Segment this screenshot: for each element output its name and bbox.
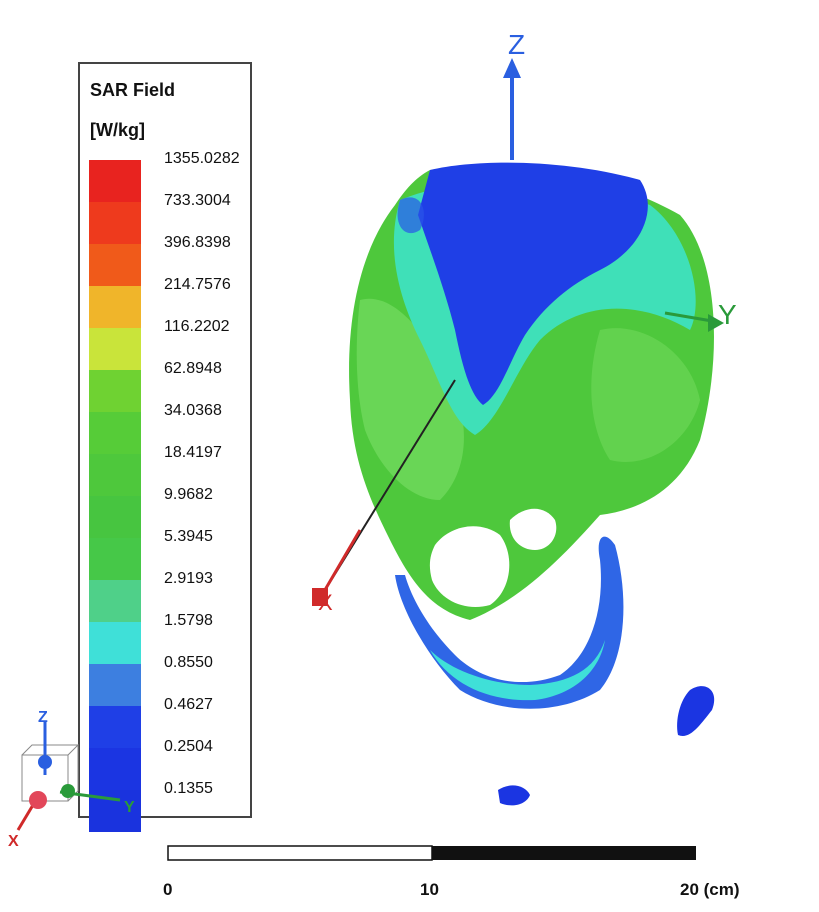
scale-bar-black bbox=[432, 846, 696, 860]
legend-swatch bbox=[89, 748, 141, 790]
legend-label: 2.9193 bbox=[164, 570, 213, 587]
legend-swatch bbox=[89, 202, 141, 244]
face-cavity bbox=[429, 526, 510, 608]
legend-label: 18.4197 bbox=[164, 444, 222, 461]
legend-swatch bbox=[89, 370, 141, 412]
triad-x-label: X bbox=[8, 833, 19, 850]
face-cavity-inner bbox=[509, 508, 557, 550]
x-axis-arrowhead bbox=[312, 588, 328, 606]
legend-label: 34.0368 bbox=[164, 402, 222, 419]
legend-label: 396.8398 bbox=[164, 234, 231, 251]
legend-swatch bbox=[89, 706, 141, 748]
legend-swatch bbox=[89, 160, 141, 202]
scale-bar-white bbox=[167, 845, 433, 861]
legend-label: 116.2202 bbox=[164, 318, 230, 335]
triad-z-knob bbox=[38, 755, 52, 769]
head-surface-dark-blue bbox=[397, 197, 424, 234]
sar-legend: SAR Field [W/kg] 1355.0282 733.3004 396.… bbox=[78, 62, 252, 832]
triad-y-label: Y bbox=[124, 799, 135, 816]
legend-swatch bbox=[89, 412, 141, 454]
legend-swatch bbox=[89, 664, 141, 706]
legend-label: 9.9682 bbox=[164, 486, 213, 503]
legend-label: 214.7576 bbox=[164, 276, 231, 293]
legend-label: 1355.0282 bbox=[164, 150, 240, 167]
x-axis-label: X bbox=[318, 590, 333, 615]
y-axis-arrowhead bbox=[708, 314, 724, 332]
triad-cube-side bbox=[67, 745, 79, 802]
legend-label: 1.5798 bbox=[164, 612, 213, 629]
legend-swatch bbox=[89, 454, 141, 496]
legend-label: 62.8948 bbox=[164, 360, 222, 377]
orientation-triad: Z Y X bbox=[8, 709, 135, 850]
legend-swatch bbox=[89, 580, 141, 622]
head-surface-blue bbox=[418, 162, 648, 405]
legend-label: 0.2504 bbox=[164, 738, 213, 755]
legend-swatch bbox=[89, 286, 141, 328]
legend-swatch bbox=[89, 622, 141, 664]
legend-label: 0.8550 bbox=[164, 654, 213, 671]
head-surface-light-green-right bbox=[591, 328, 700, 462]
legend-swatch bbox=[89, 244, 141, 286]
legend-swatch bbox=[89, 496, 141, 538]
x-axis bbox=[320, 529, 362, 596]
head-surface-light-green bbox=[356, 298, 464, 500]
z-axis-arrowhead bbox=[503, 58, 521, 78]
jaw-surface-blue bbox=[395, 536, 624, 709]
legend-title: SAR Field bbox=[90, 80, 176, 100]
legend-unit: [W/kg] bbox=[90, 120, 145, 140]
legend-label: 0.4627 bbox=[164, 696, 213, 713]
legend-label: 5.3945 bbox=[164, 528, 213, 545]
triad-cube-top bbox=[21, 744, 80, 756]
z-axis-label: Z bbox=[508, 29, 525, 60]
legend-swatch bbox=[89, 328, 141, 370]
jaw-surface-cyan bbox=[430, 640, 605, 701]
legend-label: 0.1355 bbox=[164, 780, 213, 797]
scale-label-mid: 10 bbox=[420, 880, 439, 899]
neck-blob-bottom bbox=[498, 785, 530, 806]
scale-bar bbox=[167, 845, 696, 861]
triad-x-knob bbox=[29, 791, 47, 809]
legend-swatch bbox=[89, 538, 141, 580]
y-axis-label: Y bbox=[718, 299, 737, 330]
triad-y-knob bbox=[61, 784, 75, 798]
triad-z-label: Z bbox=[38, 709, 48, 726]
legend-label: 733.3004 bbox=[164, 192, 231, 209]
scale-label-start: 0 bbox=[163, 880, 173, 899]
neck-blob-right bbox=[677, 686, 715, 736]
scale-label-end: 20 (cm) bbox=[680, 880, 740, 899]
legend-colorbar bbox=[89, 160, 141, 832]
main-axes: Z Y X bbox=[312, 29, 737, 615]
